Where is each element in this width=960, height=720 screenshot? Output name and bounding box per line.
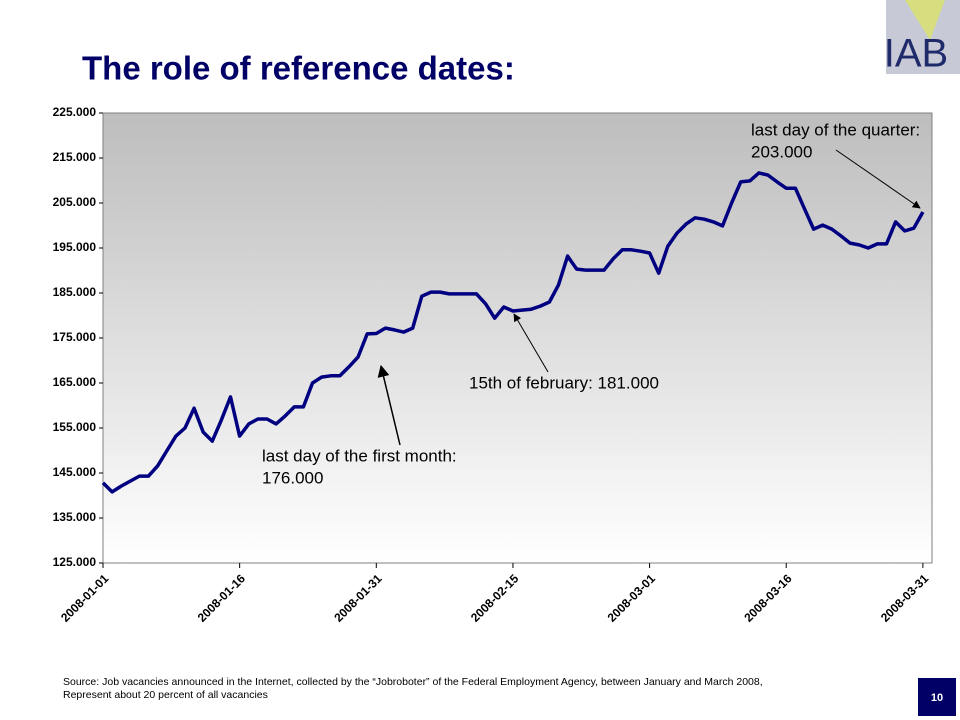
x-tick-label: 2008-01-31	[331, 571, 385, 625]
logo: IAB	[884, 0, 960, 76]
arrow	[835, 149, 921, 209]
source-note: Represent about 20 percent of all vacanc…	[63, 689, 268, 701]
page-number-box	[918, 678, 956, 716]
y-tick-label: 215.000	[53, 150, 97, 164]
annotation: last day of the quarter:	[751, 120, 920, 139]
y-tick-label: 155.000	[53, 420, 97, 434]
y-tick-label: 135.000	[53, 510, 97, 524]
y-tick-label: 205.000	[53, 195, 97, 209]
y-tick-label: 185.000	[53, 285, 97, 299]
data-line	[101, 171, 925, 494]
annotation: last day of the first month:	[262, 446, 457, 465]
y-tick-label: 165.000	[53, 375, 97, 389]
annotation: 176.000	[262, 468, 323, 487]
page-number: 10	[931, 692, 943, 704]
y-tick-label: 195.000	[53, 240, 97, 254]
arrow	[377, 364, 401, 446]
logo-text: IAB	[884, 32, 948, 76]
x-tick-label: 2008-02-15	[468, 571, 522, 625]
x-tick-label: 2008-03-01	[605, 571, 659, 625]
source-note: Source: Job vacancies announced in the I…	[63, 676, 763, 688]
x-tick-label: 2008-01-16	[195, 571, 249, 625]
chart-title: The role of reference dates:	[82, 50, 515, 87]
x-tick-label: 2008-01-01	[58, 571, 112, 625]
y-tick-label: 125.000	[53, 555, 97, 569]
annotation: 15th of february: 181.000	[469, 373, 659, 392]
x-tick-label: 2008-03-31	[878, 571, 932, 625]
y-tick-label: 145.000	[53, 465, 97, 479]
annotation: 203.000	[751, 142, 812, 161]
x-tick-label: 2008-03-16	[741, 571, 795, 625]
y-tick-label: 225.000	[53, 105, 97, 119]
plot-area	[102, 112, 933, 564]
arrow	[513, 313, 549, 373]
y-tick-label: 175.000	[53, 330, 97, 344]
